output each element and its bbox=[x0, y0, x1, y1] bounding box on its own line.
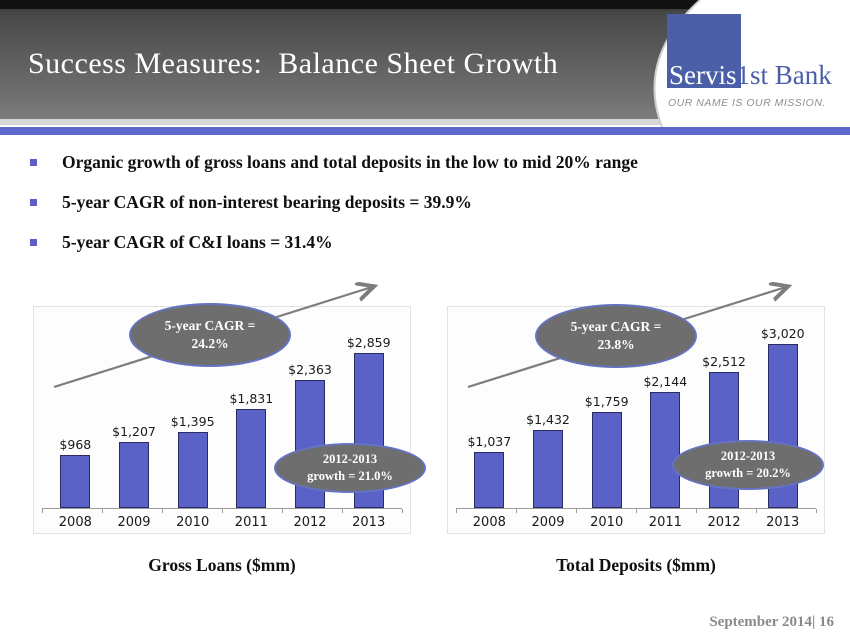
chart-caption-gross-loans: Gross Loans ($mm) bbox=[148, 554, 296, 575]
bar-2008 bbox=[474, 451, 505, 508]
cagr-line2: 24.2% bbox=[191, 335, 229, 351]
axis-tick bbox=[816, 508, 817, 513]
x-tick-label: 2009 bbox=[117, 514, 151, 530]
bar-2010 bbox=[591, 411, 622, 508]
x-tick-label: 2011 bbox=[648, 514, 682, 530]
bar-value-label: $1,395 bbox=[170, 413, 215, 429]
year-axis: 2008 2009 2010 2011 2012 2013 bbox=[46, 515, 398, 530]
bar-slot: $1,395 bbox=[163, 414, 222, 508]
year-axis: 2008 2009 2010 2011 2012 2013 bbox=[460, 515, 812, 530]
x-tick-label: 2010 bbox=[590, 514, 624, 530]
servisfirst-bank-logo: Servis1st Bank OUR NAME IS OUR MISSION. bbox=[628, 0, 850, 127]
bar-value-label: $2,512 bbox=[702, 353, 746, 369]
cagr-line1: 5-year CAGR = bbox=[164, 318, 256, 334]
header-divider-white bbox=[0, 125, 850, 127]
axis-tick bbox=[282, 508, 283, 513]
growth-line2: growth = 21.0% bbox=[307, 468, 393, 483]
bar-value-label: $1,207 bbox=[112, 423, 156, 439]
axis-tick bbox=[636, 508, 637, 513]
bar-slot: $1,207 bbox=[105, 424, 164, 508]
growth-annotation: 2012-2013 growth = 21.0% bbox=[274, 442, 426, 493]
logo-wordmark: Servis1st Bank bbox=[669, 62, 832, 89]
logo-blue-square bbox=[667, 14, 741, 88]
axis-tick bbox=[42, 508, 43, 513]
bar-slot: $1,831 bbox=[222, 391, 281, 508]
bullet-square-icon bbox=[30, 159, 37, 166]
axis-tick bbox=[576, 508, 577, 513]
bullet-square-icon bbox=[30, 238, 37, 246]
list-item: 5-year CAGR of non-interest bearing depo… bbox=[30, 192, 830, 214]
axis-tick bbox=[402, 508, 403, 513]
bar-value-label: $1,759 bbox=[584, 393, 629, 409]
bullet-list: Organic growth of gross loans and total … bbox=[0, 135, 850, 254]
axis-tick bbox=[696, 508, 697, 513]
footer-date-page-number: September 2014| 16 bbox=[709, 614, 834, 630]
axis-tick bbox=[342, 508, 343, 513]
axis-tick bbox=[222, 508, 223, 513]
x-tick-label: 2011 bbox=[234, 514, 268, 530]
gross-loans-chart: $968 $1,207 $1,395 $1,831 $2,363 $2,859 2008 2… bbox=[33, 302, 426, 534]
x-tick-label: 2008 bbox=[58, 514, 92, 530]
bar-slot: $1,432 bbox=[519, 412, 578, 508]
x-tick-label: 2013 bbox=[766, 514, 800, 530]
bar-slot: $1,759 bbox=[577, 394, 636, 508]
bar-slot: $2,144 bbox=[636, 374, 695, 508]
logo-text-servis: Servis bbox=[669, 60, 737, 90]
bar-2011 bbox=[236, 408, 267, 508]
x-tick-label: 2008 bbox=[472, 514, 506, 530]
captions-row: Gross Loans ($mm) Total Deposits ($mm) bbox=[0, 555, 850, 576]
bar-value-label: $3,020 bbox=[760, 325, 805, 341]
charts-row: $968 $1,207 $1,395 $1,831 $2,363 $2,859 2008 2… bbox=[0, 306, 850, 534]
bar-value-label: $1,037 bbox=[467, 433, 512, 449]
bar-2010 bbox=[177, 431, 208, 508]
x-axis bbox=[42, 507, 403, 513]
x-axis bbox=[456, 507, 817, 513]
axis-tick bbox=[102, 508, 103, 513]
logo-tagline: OUR NAME IS OUR MISSION. bbox=[668, 97, 826, 109]
header-divider-light bbox=[0, 119, 850, 125]
x-tick-label: 2012 bbox=[293, 514, 327, 530]
chart-caption-total-deposits: Total Deposits ($mm) bbox=[556, 554, 716, 575]
bar-value-label: $968 bbox=[59, 436, 92, 452]
bullet-text: 5-year CAGR of C&I loans = 31.4% bbox=[62, 231, 333, 252]
bullet-text: Organic growth of gross loans and total … bbox=[62, 152, 638, 172]
axis-tick bbox=[516, 508, 517, 513]
cagr-annotation: 5-year CAGR = 23.8% bbox=[535, 303, 697, 368]
list-item: Organic growth of gross loans and total … bbox=[30, 152, 830, 174]
axis-tick bbox=[756, 508, 757, 513]
bar-value-label: $2,859 bbox=[346, 334, 391, 350]
accent-bar bbox=[0, 127, 850, 135]
growth-line1: 2012-2013 bbox=[720, 449, 776, 464]
x-tick-label: 2012 bbox=[707, 514, 741, 530]
growth-line2: growth = 20.2% bbox=[705, 465, 791, 480]
bar-2008 bbox=[60, 454, 91, 508]
bullet-text: 5-year CAGR of non-interest bearing depo… bbox=[62, 191, 472, 212]
x-tick-label: 2009 bbox=[531, 514, 565, 530]
bullet-square-icon bbox=[30, 198, 37, 206]
bar-2011 bbox=[650, 391, 681, 508]
list-item: 5-year CAGR of C&I loans = 31.4% bbox=[30, 232, 830, 254]
total-deposits-chart: $1,037 $1,432 $1,759 $2,144 $2,512 $3,020 200… bbox=[447, 306, 825, 534]
cagr-line1: 5-year CAGR = bbox=[570, 319, 662, 335]
top-black-bar bbox=[0, 0, 850, 9]
bar-slot: $968 bbox=[46, 437, 105, 508]
bar-value-label: $2,363 bbox=[288, 361, 332, 377]
cagr-line2: 23.8% bbox=[597, 336, 635, 352]
bar-value-label: $1,831 bbox=[229, 390, 274, 406]
bar-value-label: $2,144 bbox=[643, 373, 688, 389]
cagr-annotation: 5-year CAGR = 24.2% bbox=[129, 302, 291, 367]
growth-annotation: 2012-2013 growth = 20.2% bbox=[672, 439, 824, 490]
axis-tick bbox=[456, 508, 457, 513]
bar-slot: $1,037 bbox=[460, 434, 519, 508]
axis-tick bbox=[162, 508, 163, 513]
bar-2009 bbox=[119, 441, 149, 508]
x-tick-label: 2013 bbox=[352, 514, 386, 530]
bar-value-label: $1,432 bbox=[526, 411, 570, 427]
x-tick-label: 2010 bbox=[176, 514, 210, 530]
logo-text-1st-bank: 1st Bank bbox=[736, 60, 832, 90]
page-title: Success Measures: Balance Sheet Growth bbox=[28, 47, 559, 80]
growth-line1: 2012-2013 bbox=[322, 452, 378, 467]
bar-2009 bbox=[533, 429, 563, 508]
